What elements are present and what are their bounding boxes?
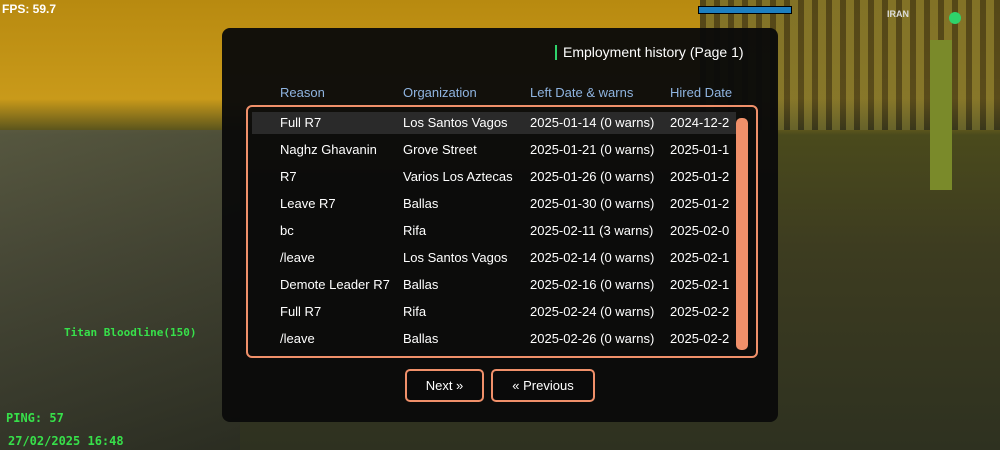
table-cell: 2025-01-1 bbox=[670, 142, 730, 157]
table-cell: 2025-01-26 (0 warns) bbox=[530, 169, 655, 184]
table-cell: Ballas bbox=[403, 196, 439, 211]
table-row[interactable] bbox=[252, 112, 736, 134]
table-cell: 2025-01-14 (0 warns) bbox=[530, 115, 655, 130]
next-button[interactable]: Next » bbox=[405, 369, 484, 402]
table-cell: 2025-02-16 (0 warns) bbox=[530, 277, 655, 292]
table-row[interactable] bbox=[252, 328, 736, 350]
table-cell: 2025-02-2 bbox=[670, 304, 730, 319]
status-dot bbox=[949, 12, 961, 24]
table-cell: Ballas bbox=[403, 277, 439, 292]
table-cell: Naghz Ghavanin bbox=[280, 142, 377, 157]
previous-button[interactable]: « Previous bbox=[491, 369, 595, 402]
table-cell: /leave bbox=[280, 331, 315, 346]
table-cell: 2025-02-1 bbox=[670, 277, 730, 292]
table-cell: 2025-02-24 (0 warns) bbox=[530, 304, 655, 319]
table-cell: 2025-02-0 bbox=[670, 223, 730, 238]
table-cell: Demote Leader R7 bbox=[280, 277, 390, 292]
table-frame bbox=[246, 105, 758, 358]
table-cell: 2025-01-21 (0 warns) bbox=[530, 142, 655, 157]
table-cell: Leave R7 bbox=[280, 196, 336, 211]
table-body: Full R7 Los Santos Vagos 2025-01-14 (0 war… bbox=[248, 107, 736, 354]
table-cell: Full R7 bbox=[280, 304, 322, 319]
table-cell: R7 bbox=[280, 169, 297, 184]
table-cell: bc bbox=[280, 223, 294, 238]
table-cell: 2025-02-2 bbox=[670, 331, 730, 346]
logo: IRAN bbox=[887, 9, 909, 19]
column-header: Organization bbox=[403, 85, 477, 100]
table-cell: 2025-01-2 bbox=[670, 196, 730, 211]
table-cell: 2025-01-2 bbox=[670, 169, 730, 184]
table-cell: Los Santos Vagos bbox=[403, 250, 508, 265]
column-header: Hired Date bbox=[670, 85, 733, 100]
table-cell: 2025-01-30 (0 warns) bbox=[530, 196, 655, 211]
dialog-title: Employment history (Page 1) bbox=[563, 44, 744, 60]
table-cell: Los Santos Vagos bbox=[403, 115, 508, 130]
player-label: Titan Bloodline(150) bbox=[64, 326, 197, 339]
table-row[interactable] bbox=[252, 220, 736, 242]
datetime: 27/02/2025 16:48 bbox=[8, 434, 124, 448]
table-cell: 2025-02-1 bbox=[670, 250, 730, 265]
column-header: Left Date & warns bbox=[530, 85, 634, 100]
fps: FPS: 59.7 bbox=[2, 2, 57, 16]
road bbox=[0, 130, 240, 450]
table-cell: Ballas bbox=[403, 331, 439, 346]
table-cell: /leave bbox=[280, 250, 315, 265]
table-cell: Grove Street bbox=[403, 142, 477, 157]
table-cell: 2025-02-26 (0 warns) bbox=[530, 331, 655, 346]
health-bar bbox=[698, 6, 792, 14]
table-cell: 2025-02-11 (3 warns) bbox=[530, 223, 654, 238]
table-cell: Rifa bbox=[403, 223, 427, 238]
scrollbar[interactable] bbox=[736, 118, 748, 350]
table-cell: 2025-02-14 (0 warns) bbox=[530, 250, 655, 265]
table-cell: Rifa bbox=[403, 304, 427, 319]
table-row[interactable] bbox=[252, 301, 736, 323]
title-marker bbox=[555, 45, 557, 60]
table-cell: Full R7 bbox=[280, 115, 322, 130]
table-cell: 2024-12-2 bbox=[670, 115, 730, 130]
column-header: Reason bbox=[280, 85, 325, 100]
table-cell: Varios Los Aztecas bbox=[403, 169, 513, 184]
ping: PING: 57 bbox=[6, 411, 64, 425]
pillar bbox=[930, 40, 952, 190]
